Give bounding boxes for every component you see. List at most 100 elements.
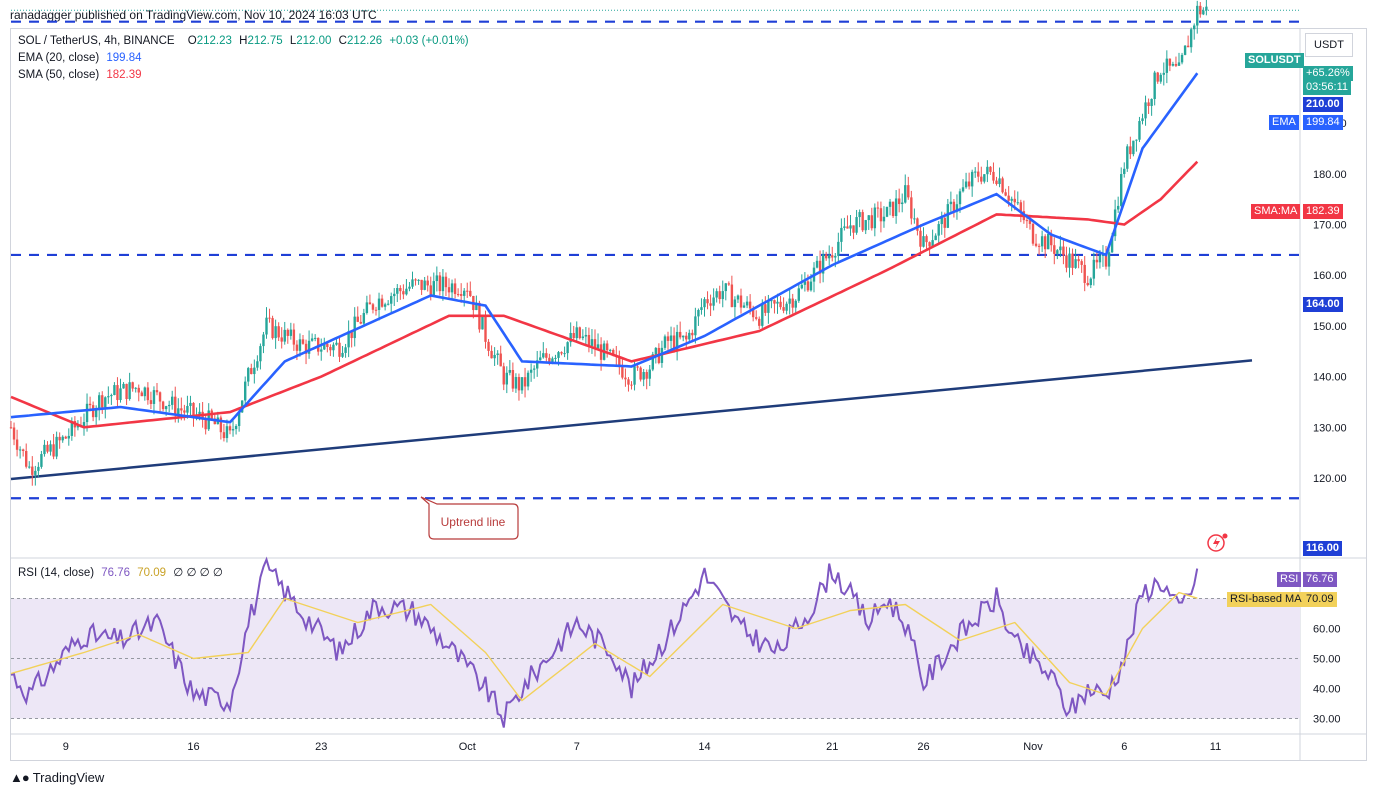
- candle-body: [1171, 63, 1175, 66]
- candles-group: [9, 0, 1208, 486]
- candle-body: [575, 327, 578, 339]
- candle-body: [359, 321, 362, 324]
- candle-body: [1065, 255, 1068, 268]
- candle-body: [715, 291, 718, 298]
- candle-body: [831, 255, 834, 258]
- candle-body: [1183, 45, 1187, 55]
- rsi-tick-label: 30.00: [1313, 714, 1341, 726]
- candle-body: [1016, 202, 1019, 204]
- candle-body: [1047, 233, 1050, 250]
- rsi-legend-label: RSI (14, close): [18, 567, 95, 579]
- candle-body: [745, 301, 749, 306]
- candle-body: [295, 344, 299, 351]
- candle-body: [536, 360, 539, 369]
- candle-body: [414, 279, 417, 281]
- candle-body: [855, 217, 858, 233]
- candle-body: [505, 372, 508, 385]
- candle-body: [837, 241, 840, 256]
- candle-body: [910, 197, 913, 219]
- candle-body: [785, 303, 788, 311]
- candle-body: [578, 327, 581, 339]
- candle-body: [1037, 245, 1041, 247]
- candle-body: [694, 316, 697, 336]
- candle-body: [581, 336, 585, 339]
- candle-body: [630, 384, 633, 386]
- candle-body: [779, 301, 782, 308]
- candle-body: [1031, 223, 1035, 244]
- candle-body: [18, 449, 22, 451]
- uptrend-callout: Uptrend line: [420, 496, 519, 540]
- candle-body: [438, 275, 442, 292]
- candle-body: [67, 435, 70, 439]
- candle-body: [186, 405, 189, 413]
- candle-body: [627, 379, 630, 385]
- candle-body: [250, 368, 253, 375]
- rsi-legend-value: 76.76: [101, 567, 131, 579]
- candle-body: [867, 215, 870, 221]
- legend-o-label: O: [187, 35, 197, 47]
- candle-body: [639, 367, 642, 380]
- candle-body: [511, 370, 515, 389]
- lightning-glyph-icon: [1213, 537, 1220, 549]
- candle-body: [846, 226, 849, 229]
- candle-body: [919, 230, 922, 247]
- candle-body: [9, 427, 13, 429]
- candle-body: [931, 240, 934, 247]
- candle-body: [904, 185, 907, 203]
- candle-body: [107, 396, 110, 398]
- candle-body: [234, 425, 238, 430]
- candle-body: [891, 201, 895, 217]
- rsi-axis-label: RSI: [1277, 572, 1302, 587]
- candle-body: [253, 367, 256, 375]
- time-tick-label: 26: [917, 741, 929, 753]
- tradingview-brand[interactable]: ▲● TradingView: [10, 770, 104, 785]
- candle-body: [922, 236, 925, 247]
- candle-body: [1196, 5, 1199, 26]
- candle-body: [459, 294, 463, 296]
- candle-body: [1074, 259, 1077, 268]
- candle-body: [15, 439, 19, 450]
- candle-body: [174, 396, 177, 416]
- candle-body: [1071, 253, 1074, 268]
- candle-body: [52, 444, 55, 457]
- candle-body: [885, 206, 889, 217]
- candle-body: [377, 298, 381, 310]
- candle-body: [858, 212, 861, 218]
- time-tick-label: Oct: [459, 741, 476, 753]
- candle-body: [40, 454, 43, 467]
- candle-body: [98, 395, 101, 410]
- candle-body: [274, 326, 277, 339]
- candle-body: [818, 260, 822, 274]
- candle-body: [791, 298, 794, 308]
- candle-body: [1159, 74, 1162, 82]
- candle-body: [411, 279, 414, 287]
- candle-body: [307, 340, 311, 354]
- candle-body: [706, 299, 709, 304]
- candle-body: [408, 286, 411, 289]
- candle-body: [1089, 278, 1092, 286]
- candle-body: [341, 352, 344, 357]
- ema-legend: EMA (20, close) 199.84: [18, 52, 142, 64]
- rsi-legend-ma-value: 70.09: [137, 567, 167, 579]
- sma-axis-value: 182.39: [1303, 204, 1343, 219]
- price-tick-label: 140.00: [1313, 372, 1347, 384]
- candle-body: [49, 444, 52, 452]
- candle-body: [733, 299, 737, 308]
- candle-body: [861, 212, 864, 231]
- currency-button[interactable]: USDT: [1305, 33, 1353, 57]
- candle-body: [326, 343, 329, 347]
- candle-body: [37, 466, 40, 471]
- candle-body: [897, 198, 901, 205]
- candle-body: [25, 450, 28, 467]
- candle-body: [161, 401, 165, 410]
- rsi-legend: RSI (14, close) 76.76 70.09 ∅ ∅ ∅ ∅: [18, 565, 223, 579]
- candle-body: [286, 329, 289, 336]
- candle-body: [888, 201, 892, 207]
- candle-body: [748, 301, 752, 309]
- candle-body: [721, 291, 724, 300]
- candle-body: [70, 420, 74, 436]
- candle-body: [1068, 253, 1071, 268]
- candle-body: [383, 304, 387, 307]
- candle-body: [496, 353, 499, 355]
